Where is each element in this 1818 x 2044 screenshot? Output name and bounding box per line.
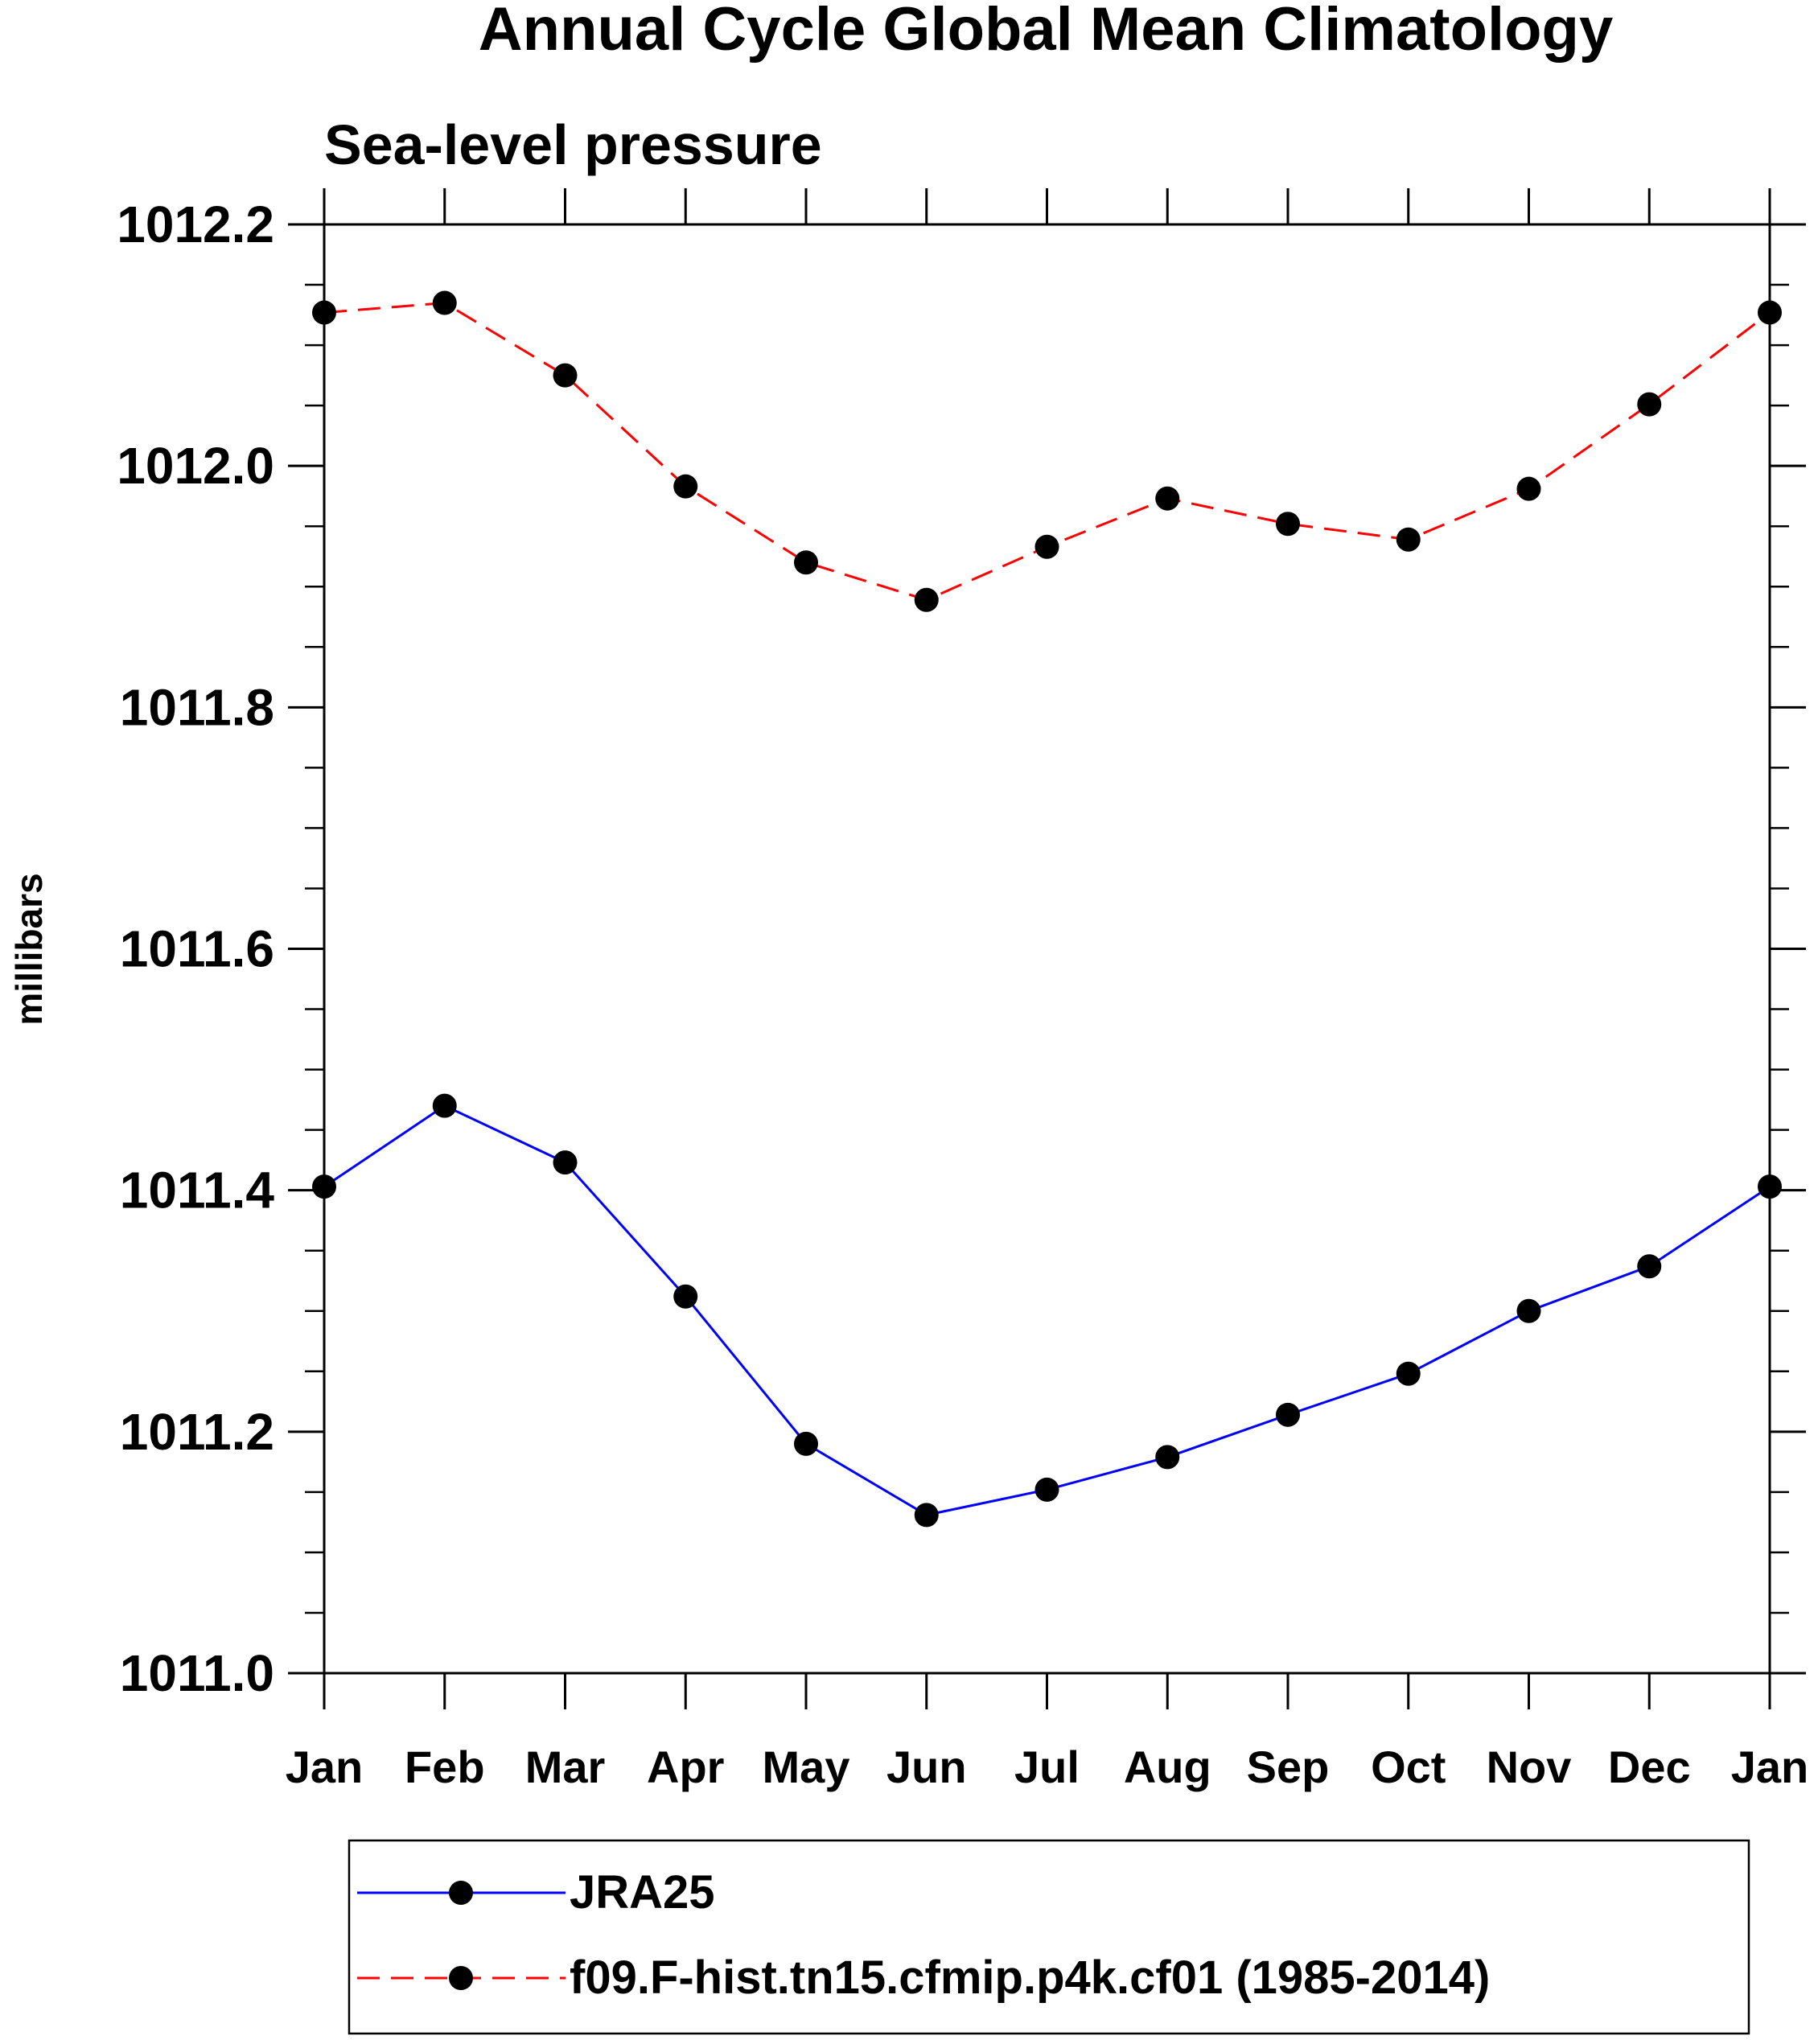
data-point-marker (673, 474, 698, 499)
y-tick-label: 1011.2 (120, 1403, 274, 1461)
data-point-marker (1155, 486, 1180, 511)
data-point-marker (1758, 1174, 1782, 1199)
data-point-marker (1276, 512, 1300, 537)
y-tick-label: 1011.6 (120, 920, 274, 978)
legend-marker-jra25 (449, 1881, 473, 1905)
x-tick-label: Mar (525, 1742, 606, 1792)
x-tick-label: Apr (647, 1742, 724, 1792)
data-point-marker (1034, 1477, 1059, 1502)
y-tick-label: 1012.0 (117, 437, 274, 495)
data-point-marker (1516, 476, 1541, 501)
x-tick-label: Jun (886, 1742, 967, 1792)
chart-title: Annual Cycle Global Mean Climatology (479, 0, 1613, 64)
data-point-marker (1516, 1298, 1541, 1323)
x-tick-label: Nov (1487, 1742, 1572, 1792)
y-tick-label: 1011.4 (120, 1162, 275, 1219)
x-tick-label: Sep (1247, 1742, 1330, 1792)
data-point-marker (914, 587, 939, 612)
x-tick-label: Jan (286, 1742, 364, 1792)
x-tick-label: Oct (1371, 1742, 1446, 1792)
data-point-marker (312, 1174, 336, 1199)
data-point-marker (312, 300, 336, 325)
x-tick-label: Dec (1608, 1742, 1691, 1792)
y-axis-label: millibars (8, 873, 50, 1025)
x-tick-label: May (763, 1742, 850, 1792)
data-point-marker (914, 1503, 939, 1528)
legend: JRA25 f09.F-hist.tn15.cfmip.p4k.cf01 (19… (348, 1839, 1750, 2035)
data-point-marker (553, 1150, 578, 1175)
x-tick-label: Aug (1124, 1742, 1211, 1792)
x-tick-label: Jan (1731, 1742, 1809, 1792)
plot-series (312, 290, 1782, 1528)
data-point-marker (1396, 527, 1421, 552)
x-tick-label: Feb (405, 1742, 485, 1792)
data-point-marker (1637, 1254, 1662, 1279)
legend-label-f09: f09.F-hist.tn15.cfmip.p4k.cf01 (1985-201… (570, 1951, 1490, 2004)
y-tick-label: 1012.2 (117, 195, 274, 253)
data-point-marker (1034, 534, 1059, 559)
data-point-marker (673, 1284, 698, 1309)
data-point-marker (1637, 392, 1662, 417)
legend-box (348, 1839, 1750, 2035)
data-point-marker (432, 1093, 457, 1118)
data-point-marker (794, 1431, 818, 1456)
data-point-marker (1155, 1445, 1180, 1470)
data-point-marker (1276, 1402, 1300, 1427)
data-point-marker (1758, 300, 1782, 325)
data-point-marker (794, 550, 818, 575)
x-tick-label: Jul (1014, 1742, 1080, 1792)
y-tick-label: 1011.8 (120, 678, 274, 736)
data-point-marker (553, 363, 578, 388)
data-point-marker (432, 290, 457, 315)
chart-subtitle: Sea-level pressure (324, 113, 822, 176)
legend-marker-f09 (449, 1966, 473, 1990)
y-tick-label: 1011.0 (120, 1644, 274, 1702)
axes: 1011.0 1011.2 1011.4 1011.6 1011.8 1012.0 1012… (117, 188, 1808, 1792)
legend-label-jra25: JRA25 (570, 1866, 715, 1919)
data-point-marker (1396, 1361, 1421, 1386)
